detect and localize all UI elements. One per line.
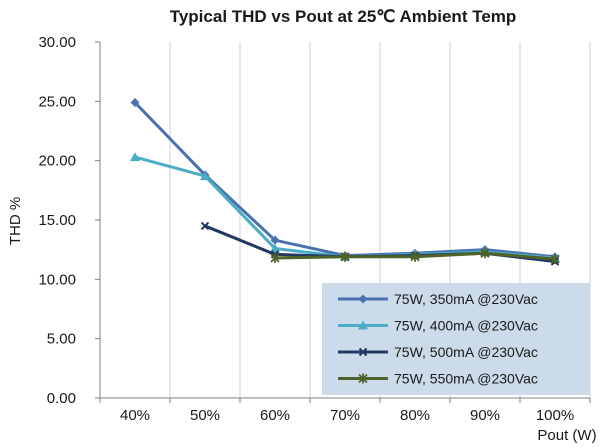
star-marker: [550, 254, 560, 265]
x-tick-label: 100%: [536, 407, 574, 424]
x-tick-label: 40%: [120, 407, 150, 424]
series-line: [134, 155, 556, 260]
legend-label: 75W, 500mA @230Vac: [394, 344, 538, 360]
y-tick-label: 20.00: [38, 153, 76, 170]
x-axis-label: Pout (W): [537, 427, 596, 444]
legend-item: 75W, 350mA @230Vac: [338, 291, 538, 307]
x-tick-label: 70%: [330, 407, 360, 424]
y-tick-label: 15.00: [38, 212, 76, 229]
series-4: [270, 248, 560, 265]
diamond-marker: [358, 294, 368, 304]
triangle-marker: [270, 243, 280, 253]
series-group: [130, 98, 560, 266]
y-tick-label: 30.00: [38, 34, 76, 51]
star-marker: [480, 248, 490, 259]
legend-box: [322, 283, 590, 395]
x-tick-labels: 40% 50% 60% 70% 80% 90% 100%: [120, 407, 574, 424]
star-marker: [270, 252, 280, 263]
axes: [95, 41, 591, 403]
legend-item: 75W, 550mA @230Vac: [338, 371, 538, 387]
y-tick-label: 0.00: [47, 390, 76, 407]
x-tick-label: 50%: [190, 407, 220, 424]
legend-item: 75W, 400mA @230Vac: [338, 318, 538, 334]
y-tick-labels: 0.00 5.00 10.00 15.00 20.00 25.00 30.00: [38, 34, 76, 407]
triangle-marker: [200, 171, 210, 181]
star-marker: [340, 251, 350, 262]
legend-label: 75W, 350mA @230Vac: [394, 291, 538, 307]
legend-item: 75W, 500mA @230Vac: [338, 344, 538, 360]
y-tick-label: 10.00: [38, 271, 76, 288]
series-1: [130, 98, 560, 262]
y-axis-label: THD %: [7, 197, 24, 245]
star-marker: [358, 373, 368, 384]
y-tick-label: 5.00: [47, 331, 76, 348]
legend-label: 75W, 550mA @230Vac: [394, 371, 538, 387]
x-tick-label: 90%: [470, 407, 500, 424]
triangle-marker: [130, 152, 140, 162]
chart-title: Typical THD vs Pout at 25℃ Ambient Temp: [170, 7, 517, 26]
x-tick-label: 60%: [260, 407, 290, 424]
y-tick-label: 25.00: [38, 93, 76, 110]
legend-label: 75W, 400mA @230Vac: [394, 318, 538, 334]
x-tick-label: 80%: [400, 407, 430, 424]
x-marker-stroke: [200, 221, 210, 231]
legend: 75W, 350mA @230Vac 75W, 400mA @230Vac 75W,…: [322, 283, 590, 395]
diamond-marker: [270, 235, 280, 245]
triangle-marker: [358, 320, 368, 330]
series-line: [133, 101, 556, 259]
series-2: [130, 152, 560, 262]
diamond-marker: [130, 98, 140, 108]
x-marker-stroke: [358, 347, 368, 357]
x-marker: [200, 221, 210, 231]
gridlines: [169, 42, 591, 398]
x-marker: [358, 347, 368, 357]
star-marker: [410, 251, 420, 262]
